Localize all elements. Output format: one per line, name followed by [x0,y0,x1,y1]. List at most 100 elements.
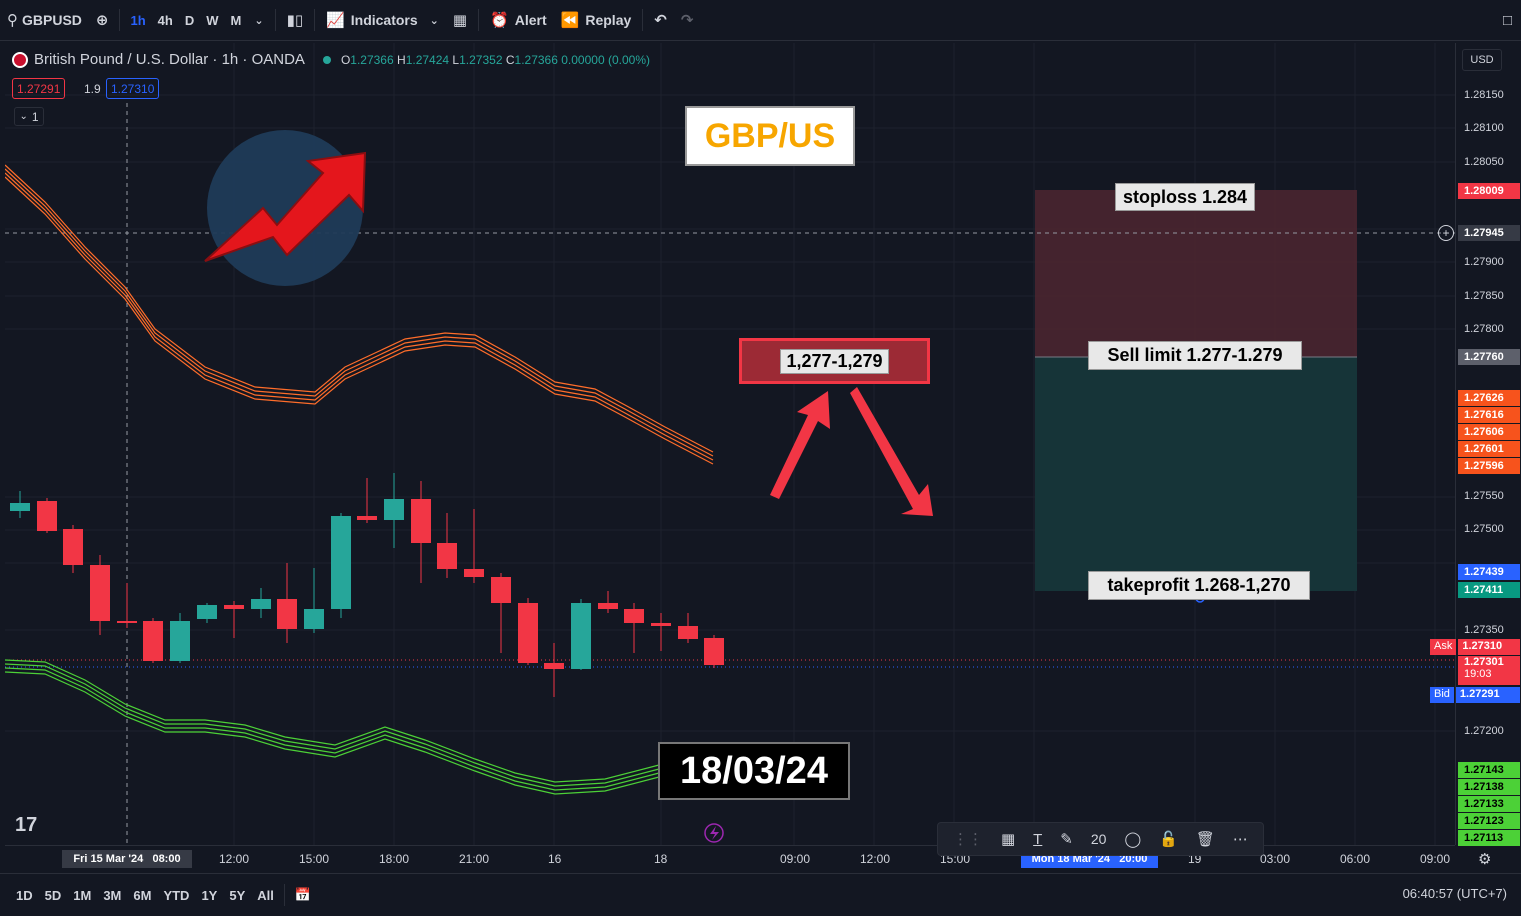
replay-label: Replay [585,12,632,28]
takeprofit-price-tag: 1.27439 [1458,564,1520,580]
bottom-toolbar: 1D 5D 1M 3M 6M YTD 1Y 5Y All 📅 06:40:57 … [0,873,1521,916]
calendar-icon: 📅 [294,887,312,902]
settings-icon[interactable]: ◯ [1124,831,1142,848]
band-price-tag: 1.27123 [1458,813,1520,829]
ask-price: 1.27310 [1458,639,1520,655]
close-value: 1.27366 [514,52,558,67]
indicators-button[interactable]: 📈 Indicators ⌄ [319,0,446,41]
band-price-tag: 1.27143 [1458,762,1520,778]
band-price-tag: 1.27606 [1458,424,1520,440]
crosshair-add-button[interactable]: + [1438,225,1454,241]
range-1m[interactable]: 1M [73,887,92,903]
lightning-icon [710,826,719,840]
range-all[interactable]: All [257,887,274,903]
interval-w[interactable]: W [206,12,219,28]
arrow-up-icon [770,391,830,499]
takeprofit-zone [1035,357,1357,591]
takeprofit-label[interactable]: takeprofit 1.268-1,270 [1088,571,1310,600]
undo-button[interactable]: ↶ [647,0,674,41]
stoploss-label[interactable]: stoploss 1.284 [1115,183,1255,211]
change-value: 0.00000 (0.00%) [561,52,650,67]
interval-4h[interactable]: 4h [157,12,173,28]
price-tick: 1.27500 [1464,523,1504,535]
range-5d[interactable]: 5D [44,887,62,903]
symbol-title[interactable]: British Pound / U.S. Dollar · 1h · OANDA [34,51,305,68]
sell-limit-label[interactable]: Sell limit 1.277-1.279 [1088,341,1302,370]
orange-band-line [5,164,714,453]
open-value: 1.27366 [350,52,394,67]
ask-tag: Ask 1.27310 [1430,639,1520,655]
entry-range-box[interactable]: 1,277-1,279 [739,338,930,384]
price-scale[interactable]: USD 1.28150 1.28100 1.28050 1.28009 1.27… [1430,43,1521,846]
range-6m[interactable]: 6M [133,887,152,903]
candles-icon: ▮▯ [286,12,304,29]
goto-date-button[interactable]: 📅 [289,887,317,903]
buy-button[interactable]: 1.27310 [106,78,160,99]
chart-canvas[interactable]: 17 [5,43,1455,845]
chevron-down-icon: ⌄ [429,14,439,27]
chart-type-button[interactable]: ▮▯ [280,0,311,41]
time-tick: 15:00 [299,852,330,866]
orange-band-line [5,168,714,457]
chart-pane[interactable]: 17 [5,43,1455,845]
settings-button[interactable]: ⚙ [1478,850,1491,868]
range-5y[interactable]: 5Y [229,887,246,903]
band-price-tag: 1.27138 [1458,779,1520,795]
date-label[interactable]: 18/03/24 [658,742,850,800]
interval-dropdown[interactable]: ⌄ [247,0,270,41]
range-3m[interactable]: 3M [103,887,122,903]
price-tick: 1.27800 [1464,323,1504,335]
time-scale[interactable]: 12:00 15:00 18:00 21:00 16 18 09:00 12:0… [5,845,1455,872]
grid-icon: ▦ [452,12,468,29]
candle-body [331,516,351,609]
divider [119,9,121,31]
pair-title-label[interactable]: GBP/US [685,106,855,166]
lock-icon[interactable]: 🔓 [1159,831,1178,848]
candle-body [571,603,591,669]
interval-d[interactable]: D [184,12,195,28]
event-marker [704,823,724,843]
candle-body [197,605,217,619]
layouts-button[interactable]: ▦ [446,0,474,41]
time-tick: 03:00 [1260,852,1291,866]
price-tick: 1.28150 [1464,89,1504,101]
trash-icon[interactable]: 🗑 [1195,831,1215,848]
tradingview-logo: 17 [15,814,37,836]
currency-selector[interactable]: USD [1462,49,1502,71]
font-size-value[interactable]: 20 [1090,831,1107,847]
replay-button[interactable]: ⏪ Replay [554,0,639,41]
candle-body [464,569,484,577]
bid-label: Bid [1430,687,1454,703]
candle-body [678,626,698,639]
arrow-down-icon [850,387,933,516]
range-1y[interactable]: 1Y [201,887,218,903]
drawing-toolbar: ⋮⋮ ▦ T ✎ 20 ◯ 🔓 🗑 ⋯ [937,822,1264,856]
range-ytd[interactable]: YTD [163,887,190,903]
search-icon: ⚲ [7,12,18,29]
compare-button[interactable]: ⊕ [89,0,116,41]
trend-up-arrow-icon [204,151,367,262]
redo-button[interactable]: ↷ [674,0,701,41]
sell-button[interactable]: 1.27291 [12,78,66,99]
range-1d[interactable]: 1D [16,887,33,903]
drag-handle-icon[interactable]: ⋮⋮ [952,831,983,848]
collapse-indicators-button[interactable]: ⌄ 1 [14,107,44,126]
alert-button[interactable]: ⏰ Alert [483,0,554,41]
clock[interactable]: 06:40:57 (UTC+7) [1402,886,1507,901]
candle-body [544,663,564,669]
stoploss-zone [1035,190,1357,357]
text-icon[interactable]: T [1033,830,1043,848]
window-icon: □ [1502,11,1512,29]
more-icon[interactable]: ⋯ [1232,831,1248,848]
paint-bucket-icon[interactable]: ✎ [1060,831,1073,848]
candle-body [117,621,137,623]
symbol-search[interactable]: ⚲ GBPUSD [0,0,89,41]
candle-body [251,599,271,609]
fullscreen-button[interactable]: □ [1496,0,1519,41]
interval-m[interactable]: M [230,12,242,28]
chevron-down-icon: ⌄ [19,111,28,122]
band-price-tag: 1.27601 [1458,441,1520,457]
last-price-tag: 1.27301 19:03 [1458,656,1520,685]
interval-1h[interactable]: 1h [130,12,146,28]
template-icon[interactable]: ▦ [1000,831,1016,848]
